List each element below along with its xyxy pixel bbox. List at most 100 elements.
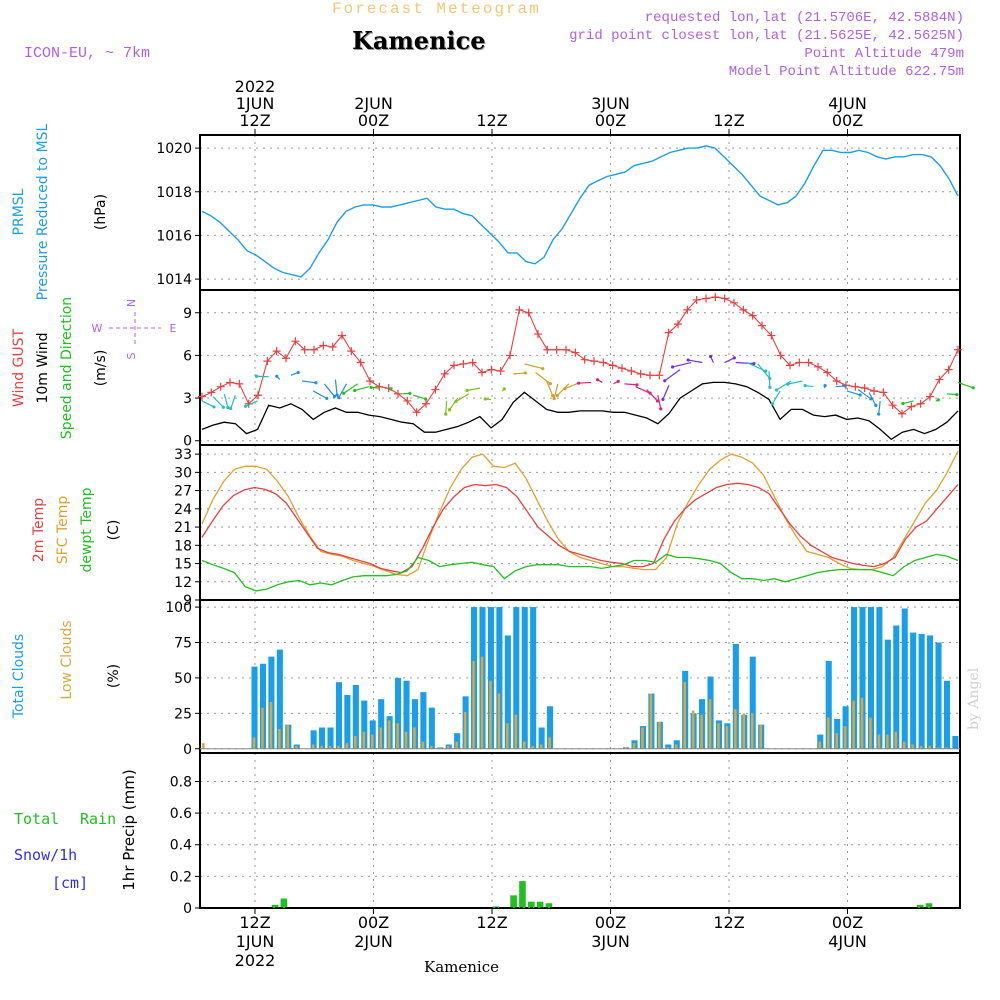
requested-coords: requested lon,lat (21.5706E, 42.5884N): [644, 10, 964, 26]
gust-point-18: [366, 377, 374, 386]
wind-arrowhead-35: [577, 381, 581, 385]
gust-point-10: [291, 337, 300, 346]
wind-arrowhead-45: [686, 358, 690, 362]
wind-arrow-44: [672, 361, 692, 368]
total-cloud-bar-17: [344, 694, 351, 749]
panel-frame-2: [199, 444, 961, 601]
wind-arrowhead-15: [353, 388, 357, 393]
ytick-label-2-5: 24: [174, 502, 192, 518]
wind-arrow-5: [245, 400, 258, 407]
wind-arrowhead-6: [255, 374, 259, 378]
wind-arrow-22: [445, 400, 448, 415]
wind-arrow-40: [646, 389, 658, 402]
gust-point-42: [590, 357, 598, 366]
ylabel-total-clouds: Total Clouds: [11, 634, 27, 719]
low-cloud-bar-13: [311, 744, 315, 749]
low-cloud-bar-32: [472, 660, 475, 749]
wind-arrowhead-53: [774, 388, 779, 392]
gust-point-70: [851, 382, 860, 391]
total-cloud-bar-89: [952, 736, 959, 749]
wind-arrowhead-32: [552, 396, 556, 401]
wind-arrowhead-33: [555, 393, 559, 398]
gust-point-32: [496, 367, 505, 376]
gust-point-9: [282, 354, 290, 363]
gust-point-19: [375, 382, 384, 391]
gust-point-76: [907, 402, 916, 411]
wind-arrow-52: [771, 390, 781, 405]
wind-arrowhead-54: [786, 382, 790, 386]
gust-point-47: [636, 369, 645, 378]
xtick-bot-time-5: 00Z: [832, 913, 863, 932]
total-cloud-bar-74: [825, 660, 832, 749]
low-cloud-bar-56: [675, 744, 678, 749]
gust-point-62: [776, 351, 785, 360]
total-cloud-bar-36: [504, 635, 511, 749]
low-cloud-bar-77: [852, 700, 855, 749]
wind-arrow-31: [546, 380, 554, 396]
low-cloud-bar-78: [860, 697, 864, 749]
low-cloud-bar-24: [404, 731, 408, 749]
wind-arrowhead-42: [661, 397, 665, 401]
wind-arrow-10: [312, 390, 328, 399]
xtick-top-day-3: 3JUN: [591, 94, 630, 113]
total-cloud-bar-30: [454, 733, 461, 749]
series-gust: [201, 296, 959, 415]
forecast-title: Forecast Meteogram: [332, 0, 541, 18]
ylabel-hpa: (hPa): [93, 194, 109, 230]
wind-arrow-2: [223, 393, 229, 408]
total-cloud-bar-19: [361, 700, 368, 749]
wind-arrowhead-34: [563, 387, 567, 391]
gust-point-35: [524, 308, 533, 317]
total-cloud-bar-21: [378, 699, 385, 749]
wind-arrowhead-13: [337, 395, 341, 400]
low-cloud-bar-86: [928, 745, 931, 749]
wind-arrowhead-37: [616, 379, 620, 383]
compass-s: S: [125, 352, 138, 359]
low-cloud-bar-62: [725, 726, 729, 749]
total-cloud-bar-39: [530, 607, 537, 749]
xtick-top-day-5: 4JUN: [828, 94, 867, 113]
low-cloud-bar-34: [489, 680, 492, 749]
total-cloud-bar-26: [420, 692, 427, 749]
gust-point-67: [823, 368, 832, 377]
low-cloud-bar-18: [354, 736, 357, 749]
gust-point-59: [748, 311, 757, 320]
compass-e: E: [170, 322, 177, 335]
gust-point-61: [767, 331, 776, 340]
ytick-label-0-2: 1018: [156, 185, 192, 201]
rain-bar-33: [492, 906, 500, 908]
series-dewpt: [201, 553, 959, 592]
ylabel-precip: 1hr Precip (mm): [120, 769, 138, 890]
rain-bar-9: [280, 898, 288, 908]
gust-point-6: [254, 391, 262, 400]
label-total: Total: [14, 810, 59, 828]
gust-point-21: [394, 389, 402, 398]
gust-point-80: [944, 365, 953, 374]
gust-point-28: [459, 359, 468, 368]
low-cloud-bar-35: [497, 693, 501, 749]
ytick-label-2-4: 21: [174, 520, 192, 536]
ytick-label-2-1: 12: [174, 575, 192, 591]
wind-arrowhead-23: [447, 408, 452, 412]
low-cloud-bar-9: [278, 728, 281, 749]
ylabel-low-clouds: Low Clouds: [59, 620, 75, 699]
xtick-bot-time-4: 12Z: [713, 913, 744, 932]
total-cloud-bar-15: [327, 727, 334, 749]
gust-point-2: [216, 382, 225, 391]
wind-arrow-39: [635, 386, 651, 394]
low-cloud-bar-84: [911, 744, 914, 749]
wind-arrowhead-58: [858, 393, 862, 397]
gust-point-44: [608, 361, 617, 370]
wind-arrow-54: [787, 380, 803, 385]
gust-point-54: [702, 294, 710, 303]
wind-arrowhead-16: [369, 385, 373, 389]
gridpoint-coords: grid point closest lon,lat (21.5625E, 42…: [569, 28, 964, 44]
xtick-bot-time-0: 12Z: [239, 913, 270, 932]
total-cloud-bar-35: [496, 607, 503, 749]
low-cloud-bar-41: [548, 737, 551, 749]
wind-arrow-41: [657, 395, 662, 409]
low-cloud-bar-57: [683, 682, 686, 749]
rain-bar-39: [545, 903, 553, 908]
total-cloud-bar-23: [395, 677, 402, 749]
wind-arrow-32: [553, 383, 559, 399]
